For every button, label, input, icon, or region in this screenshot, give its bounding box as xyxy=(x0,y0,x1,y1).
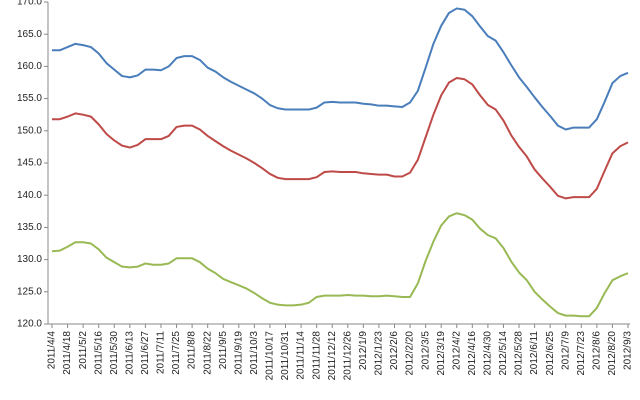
x-tick-label: 2012/2/6 xyxy=(389,331,400,370)
x-tick-label: 2012/3/5 xyxy=(420,331,431,370)
x-tick-label: 2011/8/8 xyxy=(187,331,198,370)
x-tick-label: 2011/9/19 xyxy=(233,331,244,375)
x-tick-label: 2011/10/3 xyxy=(249,331,260,375)
y-tick-label: 150.0 xyxy=(17,125,42,136)
x-tick-label: 2011/12/26 xyxy=(342,331,353,381)
y-tick-label: 135.0 xyxy=(17,222,42,233)
x-tick-label: 2011/6/27 xyxy=(140,331,151,375)
x-tick-label: 2011/11/28 xyxy=(311,331,322,380)
x-tick-label: 2012/7/23 xyxy=(576,331,587,376)
y-tick-label: 170.0 xyxy=(17,0,42,8)
x-tick-label: 2011/5/2 xyxy=(78,331,89,370)
x-tick-label: 2012/8/6 xyxy=(592,331,603,370)
x-tick-label: 2012/2/20 xyxy=(405,331,416,376)
x-tick-label: 2012/3/19 xyxy=(436,331,447,376)
x-tick-label: 2011/10/31 xyxy=(280,331,291,381)
x-tick-label: 2011/7/11 xyxy=(156,331,167,374)
y-tick-label: 165.0 xyxy=(17,29,42,40)
y-tick-label: 130.0 xyxy=(17,254,42,265)
x-tick-label: 2011/6/13 xyxy=(124,331,135,375)
x-tick-label: 2011/10/17 xyxy=(265,331,276,381)
x-tick-label: 2012/4/16 xyxy=(467,331,478,376)
x-tick-label: 2011/7/25 xyxy=(171,331,182,375)
y-tick-label: 140.0 xyxy=(17,190,42,201)
x-tick-label: 2011/5/16 xyxy=(93,331,104,375)
x-tick-label: 2012/1/23 xyxy=(374,331,385,376)
y-tick-label: 120.0 xyxy=(17,319,42,330)
x-tick-label: 2011/5/30 xyxy=(109,331,120,375)
series-line xyxy=(52,76,629,200)
y-tick-label: 160.0 xyxy=(17,61,42,72)
x-tick-label: 2012/9/3 xyxy=(623,331,634,370)
x-tick-label: 2012/1/9 xyxy=(358,331,369,370)
x-tick-label: 2012/6/11 xyxy=(529,331,540,375)
series-line xyxy=(51,212,629,318)
y-tick-label: 145.0 xyxy=(17,158,42,169)
x-tick-label: 2011/9/5 xyxy=(218,331,229,370)
x-tick-label: 2012/4/30 xyxy=(483,331,494,376)
x-tick-label: 2011/4/4 xyxy=(47,331,58,370)
x-tick-label: 2011/4/18 xyxy=(62,331,73,375)
x-tick-label: 2011/12/12 xyxy=(327,331,338,381)
x-tick-label: 2012/4/2 xyxy=(451,331,462,370)
x-tick-label: 2012/6/25 xyxy=(545,331,556,376)
series-line xyxy=(52,7,629,131)
x-tick-label: 2011/8/22 xyxy=(202,331,213,375)
x-tick-label: 2012/5/14 xyxy=(498,331,509,376)
x-tick-label: 2012/8/20 xyxy=(607,331,618,376)
x-tick-label: 2012/7/9 xyxy=(560,331,571,370)
y-tick-label: 125.0 xyxy=(17,286,42,297)
x-tick-label: 2012/5/28 xyxy=(514,331,525,376)
x-tick-label: 2011/11/14 xyxy=(296,331,307,380)
y-tick-label: 155.0 xyxy=(17,93,42,104)
